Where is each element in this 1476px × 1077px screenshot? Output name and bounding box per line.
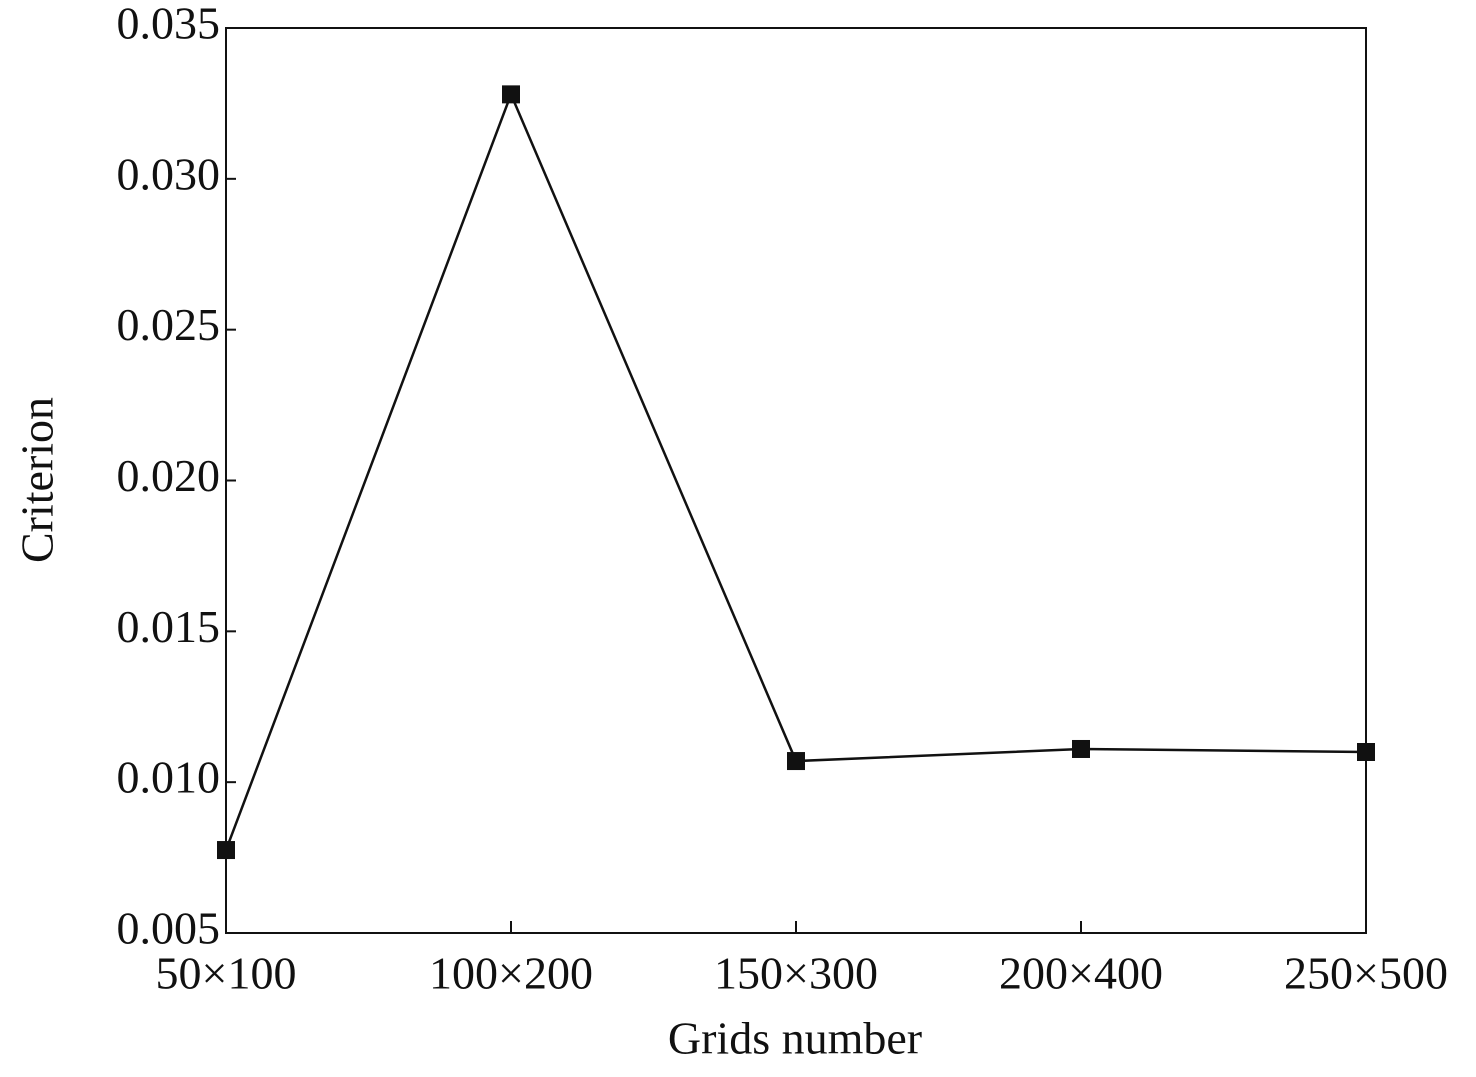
x-tick-label: 200×400 — [999, 948, 1163, 999]
point-marker — [787, 752, 805, 771]
x-tick-label: 50×100 — [156, 948, 297, 999]
x-tick-label: 250×500 — [1284, 948, 1448, 999]
y-tick-label: 0.010 — [117, 752, 221, 803]
y-tick-label: 0.030 — [117, 148, 221, 199]
point-marker — [217, 841, 235, 860]
y-axis-label: Criterion — [12, 397, 63, 563]
y-tick-label: 0.020 — [117, 450, 221, 501]
y-tick-label: 0.035 — [117, 0, 221, 49]
y-tick-label: 0.015 — [117, 601, 221, 652]
x-tick-label: 150×300 — [714, 948, 878, 999]
plot-frame — [225, 27, 1367, 934]
series-line — [224, 91, 1367, 851]
point-marker — [1072, 739, 1090, 758]
y-tick-label: 0.005 — [117, 903, 221, 954]
x-axis-label: Grids number — [668, 1013, 922, 1064]
x-tick-label: 100×200 — [429, 948, 593, 999]
point-marker — [1357, 743, 1375, 761]
y-tick-label: 0.025 — [117, 299, 221, 350]
point-marker — [502, 85, 520, 104]
